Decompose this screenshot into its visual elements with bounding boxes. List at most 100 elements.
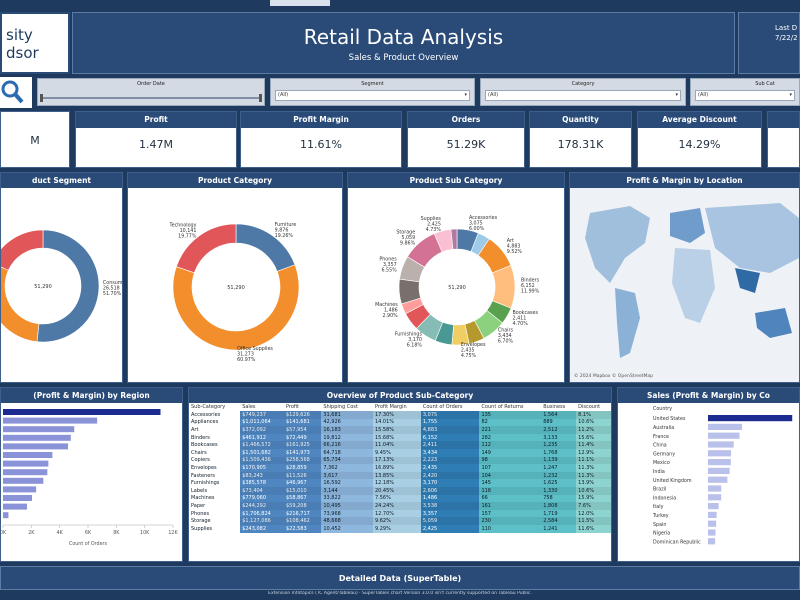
- table-cell: 82: [479, 418, 542, 427]
- table-cell: $141,681: [283, 418, 322, 427]
- table-cell: 6,152: [420, 433, 480, 442]
- filter-dropdown[interactable]: (All): [695, 90, 795, 101]
- date-slider[interactable]: [42, 97, 260, 99]
- bar: [3, 409, 161, 415]
- panel-title: Overview of Product Sub-Category: [189, 388, 611, 403]
- table-row: Supplies $243,082 $22,583 10,452 9.29% 2,425 1…: [189, 524, 611, 533]
- table-cell: 118: [479, 486, 542, 495]
- y-tick-label: United States: [653, 416, 686, 422]
- column-header: Business: [541, 403, 577, 411]
- table-cell: 1,235: [541, 441, 577, 449]
- table-cell: 1,625: [541, 479, 577, 487]
- y-tick-label: India: [653, 469, 665, 475]
- table-cell: 1,755: [420, 418, 480, 427]
- table-cell: 2,512: [541, 426, 577, 434]
- table-cell: $749,237: [240, 411, 284, 419]
- dashboard-title: Retail Data Analysis: [303, 25, 504, 49]
- bar-chart: United States Australia France China Germany…: [652, 406, 793, 545]
- axis-header: Country: [653, 406, 672, 412]
- map-region[interactable]: [615, 288, 640, 358]
- filter-dropdown[interactable]: (All): [485, 90, 681, 101]
- slice-label: Technology: [169, 223, 197, 229]
- slice-label: 3,170: [408, 337, 422, 343]
- map-region[interactable]: [585, 206, 650, 283]
- map-region[interactable]: [705, 203, 799, 273]
- map-region[interactable]: [672, 248, 715, 323]
- donut-total: 51,290: [448, 285, 466, 291]
- bar: [3, 443, 68, 450]
- table-cell: $73,404: [240, 486, 284, 495]
- table-cell: 2,584: [541, 517, 577, 525]
- map-region[interactable]: [670, 208, 705, 243]
- table-cell: Art: [189, 426, 241, 434]
- slice-label: 9,876: [275, 228, 289, 234]
- table-cell: 12.18%: [372, 479, 421, 487]
- table-cell: 20.45%: [372, 486, 421, 495]
- slice-label: Art: [507, 238, 514, 244]
- table-cell: 11.6%: [576, 524, 611, 533]
- search-button[interactable]: [0, 77, 32, 108]
- table-cell: 11.1%: [576, 456, 611, 465]
- bar: [708, 450, 732, 457]
- table-cell: 15.68%: [372, 433, 421, 442]
- table-cell: 14.01%: [372, 418, 421, 427]
- data-table: Sub-Category Sales Profit Shipping Cost Prof…: [189, 403, 611, 533]
- x-tick-label: 2K: [28, 530, 35, 536]
- slice-label: 3,434: [498, 333, 512, 339]
- panel-title: duct Segment: [1, 173, 122, 188]
- kpi-label: Profit Margin: [241, 112, 401, 128]
- y-tick-label: Spain: [653, 522, 666, 528]
- table-cell: 1,768: [541, 448, 577, 457]
- column-header: Profit Margin: [372, 403, 421, 411]
- table-cell: 66: [479, 494, 542, 503]
- table-cell: $72,449: [283, 433, 322, 442]
- table-cell: 42,926: [321, 418, 373, 427]
- table-cell: $57,954: [283, 426, 322, 434]
- table-row: Labels $73,404 $15,010 3,144 20.45% 2,606 118 1…: [189, 486, 611, 495]
- filter-dropdown[interactable]: (All): [275, 90, 470, 101]
- bar: [3, 486, 37, 493]
- donut-total: 51,290: [227, 285, 245, 291]
- table-cell: 112: [479, 441, 542, 449]
- slice-label: 4.75%: [461, 353, 477, 359]
- y-tick-label: United Kingdom: [653, 478, 692, 484]
- table-cell: 135: [479, 411, 542, 419]
- date-filter[interactable]: Order Date: [37, 78, 265, 106]
- filter-label: Sub Cat: [755, 81, 775, 87]
- table-row: Chairs $1,501,682 $141,973 64,718 9.45% 3,434…: [189, 448, 611, 457]
- bar: [3, 469, 48, 476]
- slice-label: 2.90%: [382, 313, 398, 319]
- table-cell: $1,466,572: [240, 441, 284, 449]
- table-cell: $243,082: [240, 524, 284, 533]
- table-cell: 12.9%: [576, 448, 611, 457]
- section-header[interactable]: Detailed Data (SuperTable): [0, 566, 800, 590]
- category-filter[interactable]: Category (All): [480, 78, 686, 106]
- table-cell: $1,706,824: [240, 509, 284, 518]
- table-cell: 1,330: [541, 486, 577, 495]
- table-cell: 13.85%: [372, 471, 421, 480]
- table-cell: 2,606: [420, 486, 480, 495]
- slider-handle[interactable]: [40, 94, 43, 102]
- slice-label: Furniture: [275, 222, 297, 228]
- y-tick-label: Italy: [653, 504, 664, 510]
- table-cell: $1,501,682: [240, 448, 284, 457]
- table-cell: 64,718: [321, 448, 373, 457]
- segment-filter[interactable]: Segment (All): [270, 78, 475, 106]
- map-region[interactable]: [755, 308, 792, 338]
- table-cell: $1,011,064: [240, 418, 284, 427]
- bar: [708, 511, 717, 518]
- table-cell: $108,462: [283, 517, 322, 525]
- table-cell: $216,717: [283, 509, 322, 518]
- table-cell: 1,139: [541, 456, 577, 465]
- kpi-label: [768, 112, 799, 128]
- slice-label: 6,152: [521, 283, 535, 289]
- kpi-card: Average Discount 14.29%: [637, 111, 762, 168]
- slice-label: 31,273: [237, 351, 254, 357]
- table-cell: Labels: [189, 486, 241, 495]
- y-tick-label: France: [653, 434, 669, 440]
- subcategory-filter[interactable]: Sub Cat (All): [690, 78, 800, 106]
- map-region[interactable]: [735, 268, 760, 293]
- table-cell: $11,526: [283, 471, 322, 480]
- slider-handle[interactable]: [259, 94, 262, 102]
